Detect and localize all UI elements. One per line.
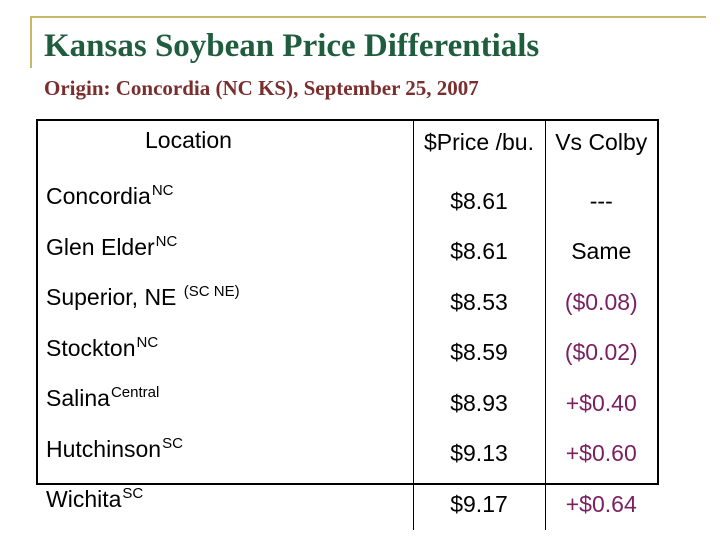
region-tag: (SC NE): [183, 283, 240, 300]
location-cell: Glen ElderNC: [38, 227, 413, 278]
price-cell: $8.53: [412, 277, 546, 328]
location-cell: HutchinsonSC: [38, 429, 413, 480]
location-cell: ConcordiaNC: [38, 176, 413, 227]
table-row: Glen ElderNC $8.61 Same: [38, 226, 657, 278]
location-name: Wichita: [46, 486, 122, 512]
page-subtitle: Origin: Concordia (NC KS), September 25,…: [44, 76, 479, 100]
left-rule: [30, 16, 32, 68]
region-tag: NC: [155, 232, 178, 250]
price-table: Location $Price /bu. Vs Colby ConcordiaN…: [36, 119, 659, 530]
location-name: Glen Elder: [46, 233, 155, 260]
table-header-row: Location $Price /bu. Vs Colby: [38, 121, 657, 176]
diff-cell: ($0.02): [564, 339, 638, 366]
table-row: ConcordiaNC $8.61 ---: [38, 176, 657, 227]
region-tag: SC: [162, 434, 183, 452]
price-cell: $8.59: [412, 327, 546, 378]
diff-cell: +$0.40: [565, 389, 637, 416]
diff-cell: ($0.08): [564, 288, 638, 315]
table-row: HutchinsonSC $9.13 +$0.60: [38, 428, 657, 480]
region-tag: Central: [110, 384, 160, 401]
location-cell: WichitaSC: [38, 479, 413, 530]
price-cell: $8.61: [412, 176, 546, 227]
region-tag: SC: [122, 485, 144, 502]
price-cell: $8.61: [412, 226, 546, 277]
location-name: Superior, NE: [46, 284, 183, 310]
region-tag: NC: [136, 333, 159, 351]
table-row: SalinaCentral $8.93 +$0.40: [38, 378, 657, 429]
table-row: WichitaSC $9.17 +$0.64: [38, 479, 657, 530]
table-row: StocktonNC $8.59 ($0.02): [38, 327, 657, 379]
diff-cell: +$0.60: [565, 440, 637, 467]
location-name: Concordia: [46, 183, 151, 209]
price-cell: $8.93: [412, 378, 546, 429]
location-cell: Superior, NE (SC NE): [38, 277, 413, 328]
header-location: Location: [145, 127, 232, 153]
table-row: Superior, NE (SC NE) $8.53 ($0.08): [38, 277, 657, 328]
location-cell: SalinaCentral: [38, 378, 413, 429]
diff-cell: +$0.64: [565, 490, 637, 517]
header-price: $Price /bu.: [412, 121, 546, 176]
region-tag: NC: [151, 182, 174, 199]
location-name: Stockton: [46, 334, 136, 361]
top-rule: [30, 16, 706, 18]
page-title: Kansas Soybean Price Differentials: [44, 28, 540, 64]
location-name: Salina: [46, 385, 110, 411]
location-cell: StocktonNC: [38, 328, 413, 379]
price-cell: $9.13: [412, 428, 546, 479]
location-name: Hutchinson: [46, 435, 162, 462]
diff-cell: Same: [571, 238, 632, 265]
price-cell: $9.17: [412, 479, 546, 530]
header-vs-colby: Vs Colby: [555, 129, 648, 155]
diff-cell: ---: [589, 187, 613, 214]
